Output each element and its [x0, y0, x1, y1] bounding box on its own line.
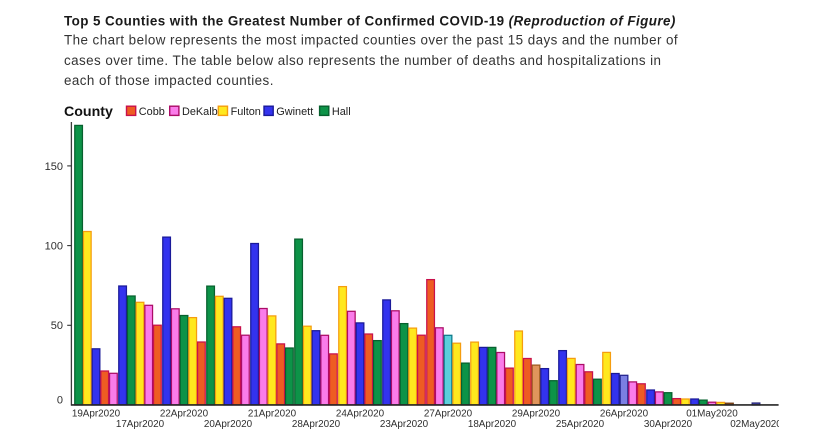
svg-text:The chart below represents the: The chart below represents the most impa…: [64, 33, 678, 48]
svg-text:cases over time. The table bel: cases over time. The table below also re…: [64, 53, 661, 68]
svg-text:23Apr2020: 23Apr2020: [380, 419, 429, 430]
svg-text:20Apr2020: 20Apr2020: [204, 419, 253, 430]
svg-text:Gwinett: Gwinett: [276, 106, 313, 118]
svg-text:County: County: [64, 104, 113, 120]
svg-text:Hall: Hall: [332, 106, 351, 118]
svg-text:21Apr2020: 21Apr2020: [248, 408, 297, 419]
svg-text:19Apr2020: 19Apr2020: [72, 408, 121, 419]
svg-text:Top 5 Counties with the Greate: Top 5 Counties with the Greatest Number …: [64, 14, 676, 29]
svg-text:28Apr2020: 28Apr2020: [292, 419, 341, 430]
svg-text:Fulton: Fulton: [231, 106, 261, 118]
svg-text:each of those impacted countie: each of those impacted counties.: [64, 73, 274, 88]
svg-text:25Apr2020: 25Apr2020: [556, 419, 605, 430]
svg-text:0: 0: [57, 394, 63, 406]
svg-text:22Apr2020: 22Apr2020: [160, 408, 209, 419]
svg-text:02May2020: 02May2020: [730, 419, 782, 430]
svg-text:30Apr2020: 30Apr2020: [644, 419, 693, 430]
svg-text:DeKalb: DeKalb: [182, 106, 218, 118]
svg-text:17Apr2020: 17Apr2020: [116, 419, 165, 430]
svg-text:29Apr2020: 29Apr2020: [512, 408, 561, 419]
svg-text:50: 50: [51, 320, 63, 332]
svg-text:18Apr2020: 18Apr2020: [468, 419, 517, 430]
svg-text:150: 150: [45, 161, 63, 173]
svg-text:24Apr2020: 24Apr2020: [336, 408, 385, 419]
svg-text:Cobb: Cobb: [139, 106, 165, 118]
svg-text:01May2020: 01May2020: [686, 408, 738, 419]
svg-text:26Apr2020: 26Apr2020: [600, 408, 649, 419]
svg-text:27Apr2020: 27Apr2020: [424, 408, 473, 419]
svg-text:100: 100: [45, 241, 63, 253]
